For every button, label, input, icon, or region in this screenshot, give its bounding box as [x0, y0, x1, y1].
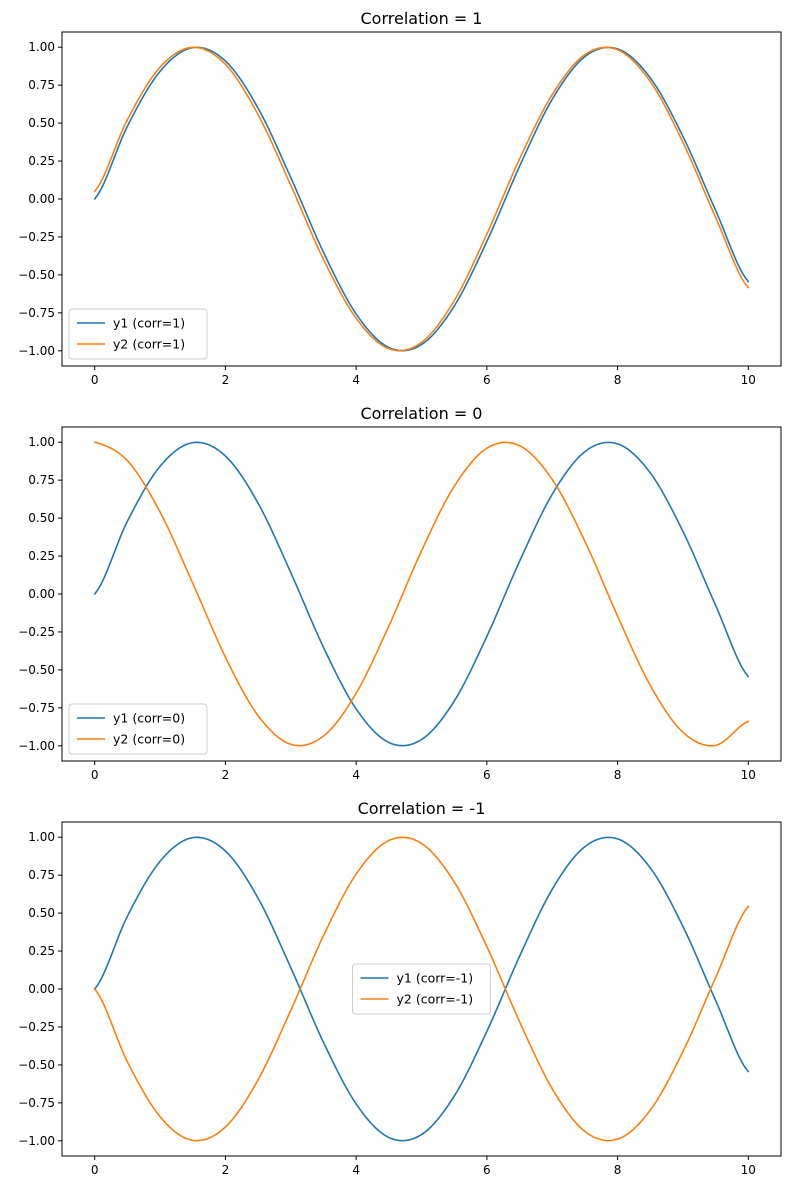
legend-box: [68, 308, 208, 360]
legend-label: y1 (corr=-1): [397, 971, 474, 986]
y-tick-label: −1.00: [18, 1134, 55, 1148]
y-tick-label: −0.50: [18, 268, 55, 282]
x-tick-label: 4: [352, 373, 360, 387]
legend-box: [352, 963, 491, 1015]
y-tick-label: 0.00: [28, 587, 55, 601]
x-tick-label: 2: [222, 768, 230, 782]
legend-box: [68, 703, 208, 755]
x-tick-label: 8: [614, 768, 622, 782]
series-line-y1: [93, 46, 750, 352]
y-tick-label: −0.50: [18, 663, 55, 677]
chart-title: Correlation = 1: [361, 9, 483, 28]
x-tick-label: 4: [352, 1163, 360, 1177]
y-tick-label: 1.00: [28, 40, 55, 54]
y-tick-label: 1.00: [28, 830, 55, 844]
y-tick-label: 1.00: [28, 435, 55, 449]
y-tick-label: −0.25: [18, 230, 55, 244]
series-line-y2: [93, 836, 750, 1142]
x-tick-label: 10: [741, 373, 756, 387]
y-tick-label: 0.25: [28, 549, 55, 563]
y-tick-label: −0.75: [18, 701, 55, 715]
x-tick-label: 6: [483, 373, 491, 387]
y-tick-label: −0.75: [18, 306, 55, 320]
y-tick-label: 0.25: [28, 944, 55, 958]
y-tick-label: −1.00: [18, 344, 55, 358]
x-tick-label: 8: [614, 1163, 622, 1177]
y-tick-label: 0.00: [28, 192, 55, 206]
legend: y1 (corr=1) y2 (corr=1): [68, 308, 208, 360]
y-tick-label: 0.25: [28, 154, 55, 168]
y-tick-label: 0.75: [28, 473, 55, 487]
y-tick-label: 0.50: [28, 511, 55, 525]
series-line-y1: [93, 836, 750, 1142]
legend: y1 (corr=-1) y2 (corr=-1): [352, 963, 491, 1015]
y-tick-label: −0.25: [18, 1020, 55, 1034]
y-tick-label: −0.75: [18, 1096, 55, 1110]
x-tick-label: 2: [222, 373, 230, 387]
legend-label: y1 (corr=1): [113, 316, 185, 331]
series-line-y2: [93, 441, 750, 747]
y-tick-label: −0.25: [18, 625, 55, 639]
legend-label: y1 (corr=0): [113, 711, 185, 726]
x-tick-label: 0: [91, 373, 99, 387]
y-tick-label: 0.50: [28, 116, 55, 130]
x-tick-label: 4: [352, 768, 360, 782]
x-tick-label: 2: [222, 1163, 230, 1177]
series-line-y1: [93, 441, 750, 747]
subplot-2: Correlation = 0 0 2 4 6 8 10 −1.00 −0.75 −0.50 −0.…: [18, 404, 782, 782]
x-tick-label: 0: [91, 1163, 99, 1177]
y-tick-label: −0.50: [18, 1058, 55, 1072]
chart-title: Correlation = -1: [358, 799, 486, 818]
y-tick-label: 0.75: [28, 868, 55, 882]
subplot-1: Correlation = 1 0 2 4 6 8 10 −1.00 −0.75 −0.50 −0.…: [18, 9, 782, 387]
y-tick-label: 0.50: [28, 906, 55, 920]
series-line-y2: [93, 46, 750, 352]
legend-label: y2 (corr=0): [113, 732, 185, 747]
y-tick-label: −1.00: [18, 739, 55, 753]
legend-label: y2 (corr=-1): [397, 992, 474, 1007]
x-tick-label: 8: [614, 373, 622, 387]
x-tick-label: 10: [741, 768, 756, 782]
y-tick-label: 0.75: [28, 78, 55, 92]
x-tick-label: 6: [483, 768, 491, 782]
chart-title: Correlation = 0: [361, 404, 483, 423]
legend-label: y2 (corr=1): [113, 337, 185, 352]
y-tick-label: 0.00: [28, 982, 55, 996]
x-tick-label: 0: [91, 768, 99, 782]
x-tick-label: 6: [483, 1163, 491, 1177]
legend: y1 (corr=0) y2 (corr=0): [68, 703, 208, 755]
subplot-3: Correlation = -1 0 2 4 6 8 10 −1.00 −0.75 −0.50 −0…: [18, 799, 782, 1177]
x-tick-label: 10: [741, 1163, 756, 1177]
